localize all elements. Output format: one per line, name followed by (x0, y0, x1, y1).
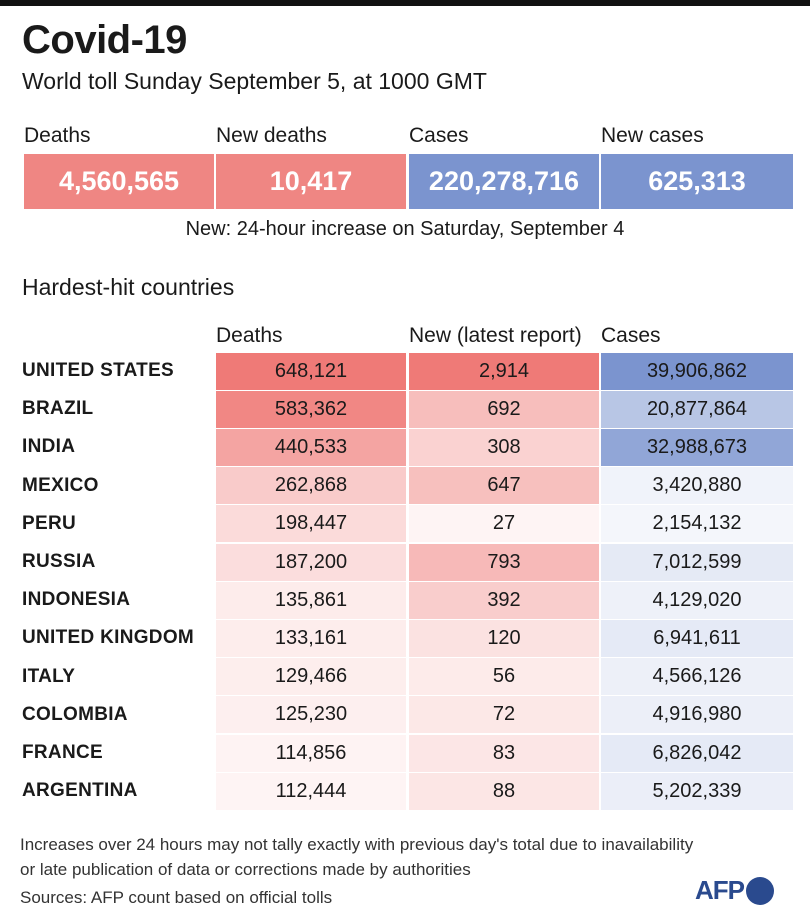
country-label: RUSSIA (22, 551, 96, 572)
table-cell-new: 72 (409, 696, 599, 734)
table-cell-deaths: 262,868 (216, 467, 406, 505)
table-cell-deaths: 198,447 (216, 505, 406, 543)
table-cell-deaths: 583,362 (216, 390, 406, 428)
country-label: BRAZIL (22, 398, 94, 420)
section-title: Hardest-hit countries (22, 274, 235, 300)
table-cell-new: 647 (409, 467, 599, 505)
country-label: INDONESIA (22, 589, 131, 611)
afp-logo: AFP (695, 875, 774, 906)
table-cell-cases: 4,566,126 (601, 658, 793, 696)
table-cell-new: 2,914 (409, 352, 599, 390)
page-title: Covid-19 (22, 18, 187, 62)
table-cell-deaths: 129,466 (216, 658, 406, 696)
afp-logo-text: AFP (695, 875, 745, 905)
country-label: UNITED KINGDOM (22, 627, 195, 649)
summary-label-cases: Cases (409, 124, 469, 147)
table-cell-new: 392 (409, 581, 599, 619)
table-cell-new: 308 (409, 428, 599, 466)
summary-label-new-deaths: New deaths (216, 124, 327, 147)
top-rule (0, 0, 810, 6)
summary-value-cases: 220,278,716 (409, 154, 599, 209)
page-subtitle: World toll Sunday September 5, at 1000 G… (22, 68, 487, 94)
table-cell-deaths: 125,230 (216, 696, 406, 734)
table-cell-cases: 4,129,020 (601, 581, 793, 619)
table-cell-new: 120 (409, 619, 599, 657)
table-cell-cases: 39,906,862 (601, 352, 793, 390)
summary-value-deaths: 4,560,565 (24, 154, 214, 209)
table-cell-cases: 5,202,339 (601, 772, 793, 810)
country-label: MEXICO (22, 474, 99, 496)
afp-logo-dot-icon (746, 876, 774, 905)
table-cell-cases: 4,916,980 (601, 696, 793, 734)
country-label: COLOMBIA (22, 703, 128, 725)
summary-value-new-deaths: 10,417 (216, 154, 406, 209)
table-cell-new: 793 (409, 543, 599, 581)
table-cell-new: 56 (409, 658, 599, 696)
table-cell-new: 27 (409, 505, 599, 543)
table-cell-deaths: 114,856 (216, 734, 406, 772)
country-label: ITALY (22, 665, 76, 687)
table-cell-deaths: 135,861 (216, 581, 406, 619)
summary-value-new-cases: 625,313 (601, 154, 793, 209)
column-header-cases: Cases (601, 324, 661, 347)
table-cell-deaths: 648,121 (216, 352, 406, 390)
table-cell-cases: 6,941,611 (601, 619, 793, 657)
summary-label-new-cases: New cases (601, 124, 704, 147)
table-cell-cases: 2,154,132 (601, 505, 793, 543)
summary-label-deaths: Deaths (24, 124, 91, 147)
table-cell-deaths: 112,444 (216, 772, 406, 810)
table-cell-cases: 3,420,880 (601, 467, 793, 505)
table-cell-cases: 20,877,864 (601, 390, 793, 428)
table-cell-deaths: 440,533 (216, 428, 406, 466)
column-header-deaths: Deaths (216, 324, 283, 347)
footnote: Increases over 24 hours may not tally ex… (20, 835, 694, 879)
country-label: UNITED STATES (22, 360, 175, 381)
sources-note: Sources: AFP count based on official tol… (20, 888, 333, 907)
table-cell-cases: 32,988,673 (601, 428, 793, 466)
country-label: FRANCE (22, 742, 103, 763)
country-label: INDIA (22, 436, 76, 458)
country-label: ARGENTINA (22, 780, 138, 802)
table-cell-new: 88 (409, 772, 599, 810)
table-cell-deaths: 133,161 (216, 619, 406, 657)
table-cell-new: 83 (409, 734, 599, 772)
country-label: PERU (22, 512, 76, 534)
table-cell-cases: 7,012,599 (601, 543, 793, 581)
table-cell-deaths: 187,200 (216, 543, 406, 581)
column-header-new: New (latest report) (409, 324, 582, 347)
table-cell-cases: 6,826,042 (601, 734, 793, 772)
summary-note: New: 24-hour increase on Saturday, Septe… (185, 218, 625, 240)
table-cell-new: 692 (409, 390, 599, 428)
